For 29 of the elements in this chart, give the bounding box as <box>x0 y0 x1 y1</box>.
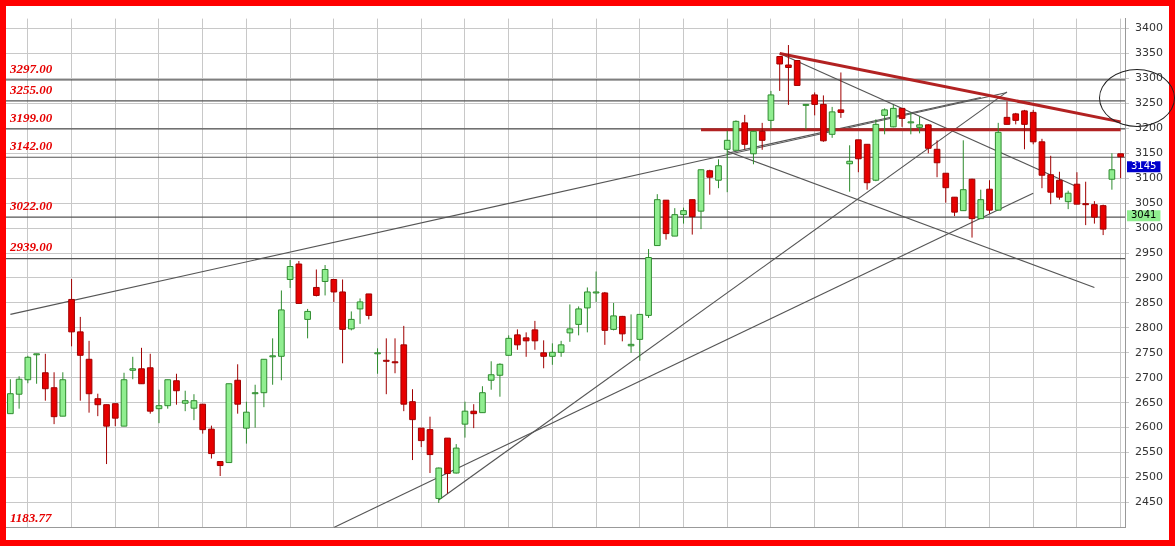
y-tick-label: 2850 <box>1135 295 1164 309</box>
y-tick-label: 2950 <box>1135 245 1164 259</box>
ref-line-label: 2939.00 <box>9 239 53 255</box>
y-tick-label: 3100 <box>1135 171 1164 185</box>
y-tick-label: 3050 <box>1135 196 1164 210</box>
y-tick-label: 2450 <box>1135 495 1164 509</box>
y-tick-label: 2600 <box>1135 420 1164 434</box>
y-tick-label: 3200 <box>1135 121 1164 135</box>
y-tick-label: 3350 <box>1135 46 1164 60</box>
y-tick-label: 3150 <box>1135 146 1164 160</box>
ref-line-label: 3297.00 <box>9 60 53 76</box>
y-tick-label: 2750 <box>1135 345 1164 359</box>
y-tick-label: 3250 <box>1135 96 1164 110</box>
text: 3041 <box>1131 209 1157 221</box>
y-tick-label: 3300 <box>1135 71 1164 85</box>
y-tick-label: 2900 <box>1135 270 1164 284</box>
y-tick-label: 2700 <box>1135 370 1164 384</box>
ref-line-label: 3255.00 <box>9 81 53 97</box>
y-tick-label: 2800 <box>1135 320 1164 334</box>
ref-line-label: 3199.00 <box>9 109 53 125</box>
y-tick-label: 2550 <box>1135 445 1164 459</box>
ref-line-label: 3142.00 <box>9 138 53 154</box>
annotation: 1183.77 <box>10 510 53 526</box>
y-tick-label: 2650 <box>1135 395 1164 409</box>
y-tick-label: 3400 <box>1135 21 1164 35</box>
ref-line-label: 3022.00 <box>9 197 53 213</box>
text: 3145 <box>1131 160 1157 172</box>
y-tick-label: 3000 <box>1135 220 1164 234</box>
y-tick-label: 2500 <box>1135 470 1164 484</box>
